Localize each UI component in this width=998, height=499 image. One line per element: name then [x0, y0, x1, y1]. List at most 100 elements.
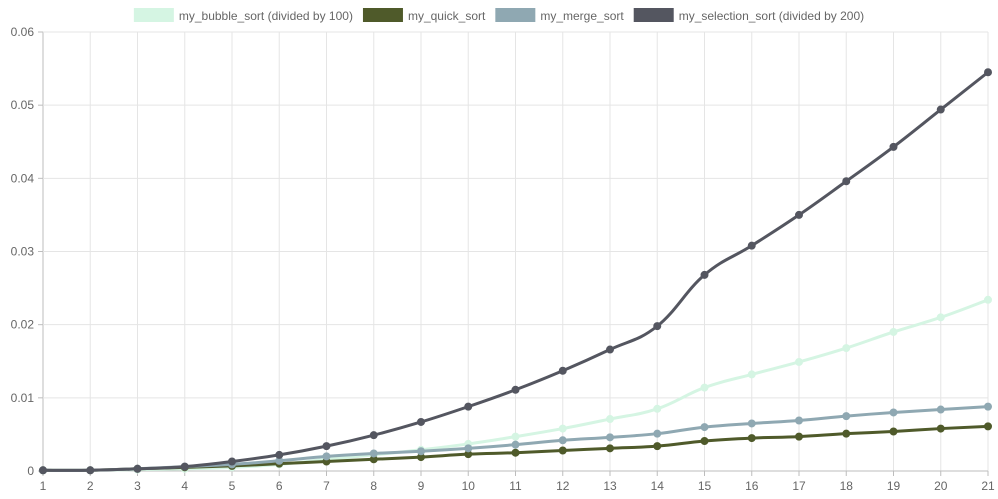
data-point[interactable]: [700, 437, 709, 446]
data-point[interactable]: [747, 419, 756, 428]
x-tick-label: 15: [698, 479, 712, 493]
data-point[interactable]: [417, 447, 425, 456]
data-point[interactable]: [511, 448, 520, 457]
legend-item[interactable]: my_quick_sort: [362, 8, 486, 23]
x-tick-label: 14: [651, 479, 665, 493]
data-point[interactable]: [558, 436, 567, 445]
data-point[interactable]: [747, 241, 756, 250]
data-point[interactable]: [842, 429, 851, 438]
data-point[interactable]: [984, 295, 992, 304]
x-tick-label: 21: [981, 479, 995, 493]
data-point[interactable]: [558, 446, 567, 455]
legend-swatch: [633, 8, 674, 22]
data-point[interactable]: [700, 383, 709, 392]
x-tick-label: 2: [87, 479, 94, 493]
data-point[interactable]: [558, 366, 567, 375]
data-point[interactable]: [936, 405, 945, 414]
data-point[interactable]: [653, 404, 662, 413]
data-point[interactable]: [464, 444, 473, 453]
data-point[interactable]: [86, 466, 95, 475]
legend-label: my_quick_sort: [408, 9, 486, 23]
data-point[interactable]: [653, 429, 662, 438]
data-point[interactable]: [653, 322, 662, 331]
x-tick-label: 16: [745, 479, 759, 493]
data-point[interactable]: [700, 423, 709, 432]
data-point[interactable]: [228, 457, 236, 466]
data-point[interactable]: [133, 464, 142, 473]
data-point[interactable]: [606, 415, 614, 424]
y-tick-label: 0.04: [11, 171, 35, 185]
series-3: [39, 68, 992, 475]
x-tick-label: 12: [556, 479, 570, 493]
y-tick-label: 0.05: [11, 98, 35, 112]
data-point[interactable]: [842, 344, 851, 353]
data-point[interactable]: [369, 431, 378, 440]
data-point[interactable]: [606, 345, 614, 354]
data-point[interactable]: [511, 432, 520, 441]
data-point[interactable]: [700, 270, 709, 279]
data-point[interactable]: [842, 177, 851, 186]
y-tick-label: 0.06: [11, 25, 35, 39]
axes: 1 2 3 4 5 6 7 8 9 10 11 12 13 14 15 16 17 18 19 20 2100.010.…: [11, 25, 995, 493]
x-tick-label: 10: [462, 479, 476, 493]
y-tick-label: 0.01: [11, 391, 35, 405]
data-point[interactable]: [558, 424, 567, 433]
data-point[interactable]: [795, 210, 803, 219]
data-point[interactable]: [747, 434, 756, 443]
x-tick-label: 7: [323, 479, 330, 493]
data-point[interactable]: [653, 442, 662, 451]
grid: [42, 31, 989, 472]
data-point[interactable]: [984, 68, 992, 77]
data-point[interactable]: [180, 462, 189, 471]
data-point[interactable]: [795, 416, 803, 425]
x-tick-label: 11: [509, 479, 522, 493]
data-point[interactable]: [889, 327, 898, 336]
x-tick-label: 6: [276, 479, 283, 493]
data-point[interactable]: [417, 417, 425, 426]
y-tick-label: 0: [27, 464, 34, 478]
data-point[interactable]: [936, 105, 945, 114]
legend-item[interactable]: my_selection_sort (divided by 200): [633, 8, 864, 23]
data-point[interactable]: [889, 142, 898, 151]
x-tick-label: 13: [603, 479, 617, 493]
data-point[interactable]: [39, 466, 47, 475]
legend: my_bubble_sort (divided by 100) my_quick_…: [133, 8, 864, 23]
data-point[interactable]: [795, 357, 803, 366]
data-point[interactable]: [369, 449, 378, 458]
x-tick-label: 3: [134, 479, 141, 493]
data-point[interactable]: [795, 432, 803, 441]
legend-label: my_bubble_sort (divided by 100): [179, 9, 353, 23]
y-tick-label: 0.03: [11, 245, 35, 259]
x-tick-label: 4: [181, 479, 188, 493]
x-tick-label: 17: [792, 479, 806, 493]
legend-item[interactable]: my_bubble_sort (divided by 100): [133, 8, 353, 23]
legend-item[interactable]: my_merge_sort: [495, 8, 624, 23]
data-point[interactable]: [322, 442, 331, 451]
series-lines: [39, 68, 992, 475]
data-point[interactable]: [511, 385, 520, 394]
data-point[interactable]: [747, 370, 756, 379]
data-point[interactable]: [936, 424, 945, 433]
data-point[interactable]: [936, 313, 945, 322]
data-point[interactable]: [322, 452, 331, 461]
data-point[interactable]: [984, 422, 992, 431]
data-point[interactable]: [606, 444, 614, 453]
data-point[interactable]: [464, 402, 473, 411]
data-point[interactable]: [984, 402, 992, 411]
data-point[interactable]: [511, 440, 520, 449]
x-tick-label: 5: [229, 479, 236, 493]
data-point[interactable]: [275, 450, 284, 459]
x-tick-label: 8: [370, 479, 377, 493]
legend-label: my_selection_sort (divided by 200): [679, 9, 864, 23]
legend-label: my_merge_sort: [540, 9, 624, 23]
x-tick-label: 20: [934, 479, 948, 493]
data-point[interactable]: [889, 408, 898, 417]
y-tick-label: 0.02: [11, 318, 35, 332]
x-tick-label: 18: [840, 479, 854, 493]
legend-swatch: [362, 8, 403, 22]
x-tick-label: 19: [887, 479, 901, 493]
data-point[interactable]: [606, 433, 614, 442]
data-point[interactable]: [842, 412, 851, 421]
data-point[interactable]: [889, 427, 898, 436]
